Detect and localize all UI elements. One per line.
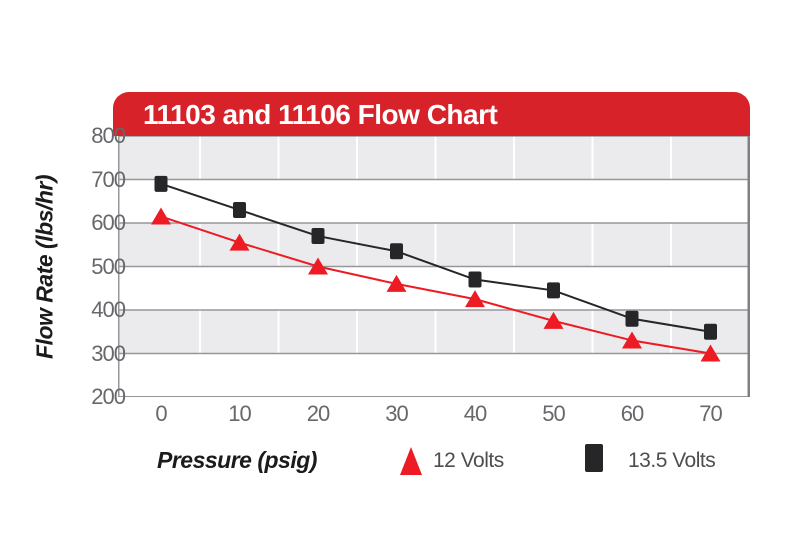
y-tick-label-600: 600: [91, 210, 126, 235]
plot-band: [118, 266, 750, 310]
plot-band: [118, 223, 750, 267]
y-axis-title: Flow Rate (lbs/hr): [31, 175, 58, 359]
plot-band: [118, 310, 750, 354]
legend-triangle-marker-12v: [400, 447, 422, 475]
y-tick-label-500: 500: [91, 253, 126, 279]
legend-label-12-volts: 12 Volts: [433, 449, 504, 472]
data-point-square: [704, 323, 717, 340]
data-point-triangle: [386, 274, 407, 292]
data-point-triangle: [229, 233, 250, 251]
data-point-triangle: [151, 207, 171, 225]
y-tick-label-200: 200: [91, 384, 126, 409]
data-point-square: [390, 243, 403, 260]
x-tick-label-10: 10: [228, 401, 251, 426]
x-tick-label-0: 0: [155, 401, 167, 426]
x-tick-label-50: 50: [542, 401, 565, 426]
data-point-triangle: [543, 311, 564, 329]
chart-title-bar: 11103 and 11106 Flow Chart: [113, 92, 750, 136]
data-point-triangle: [622, 331, 642, 349]
x-tick-label-60: 60: [620, 401, 644, 426]
y-tick-label-800: 800: [91, 123, 126, 148]
data-point-square: [547, 282, 560, 299]
plot-band: [118, 353, 750, 397]
data-point-square: [311, 228, 325, 245]
data-point-triangle: [700, 344, 721, 362]
data-point-square: [625, 310, 639, 327]
plot-area: [118, 136, 750, 397]
legend-square-marker-13-5v: [585, 444, 603, 472]
data-point-square: [154, 175, 168, 192]
data-point-triangle: [308, 257, 328, 275]
x-tick-label-20: 20: [306, 401, 330, 426]
series-line-12-volts: [160, 215, 711, 355]
x-axis-title: Pressure (psig): [157, 447, 317, 473]
x-tick-label-40: 40: [463, 401, 487, 426]
y-tick-label-300: 300: [91, 340, 126, 366]
data-point-square: [233, 201, 246, 218]
y-tick-label-700: 700: [91, 166, 126, 192]
data-point-square: [468, 271, 482, 288]
chart-title: 11103 and 11106 Flow Chart: [143, 99, 498, 130]
series-line-13-5-volts: [160, 182, 711, 333]
plot-band: [118, 136, 750, 180]
x-tick-label-30: 30: [385, 401, 408, 426]
x-tick-label-70: 70: [699, 401, 722, 426]
y-tick-label-400: 400: [91, 297, 126, 322]
plot-band: [118, 179, 750, 223]
legend-label-13-5-volts: 13.5 Volts: [628, 449, 716, 472]
data-point-triangle: [465, 290, 485, 308]
